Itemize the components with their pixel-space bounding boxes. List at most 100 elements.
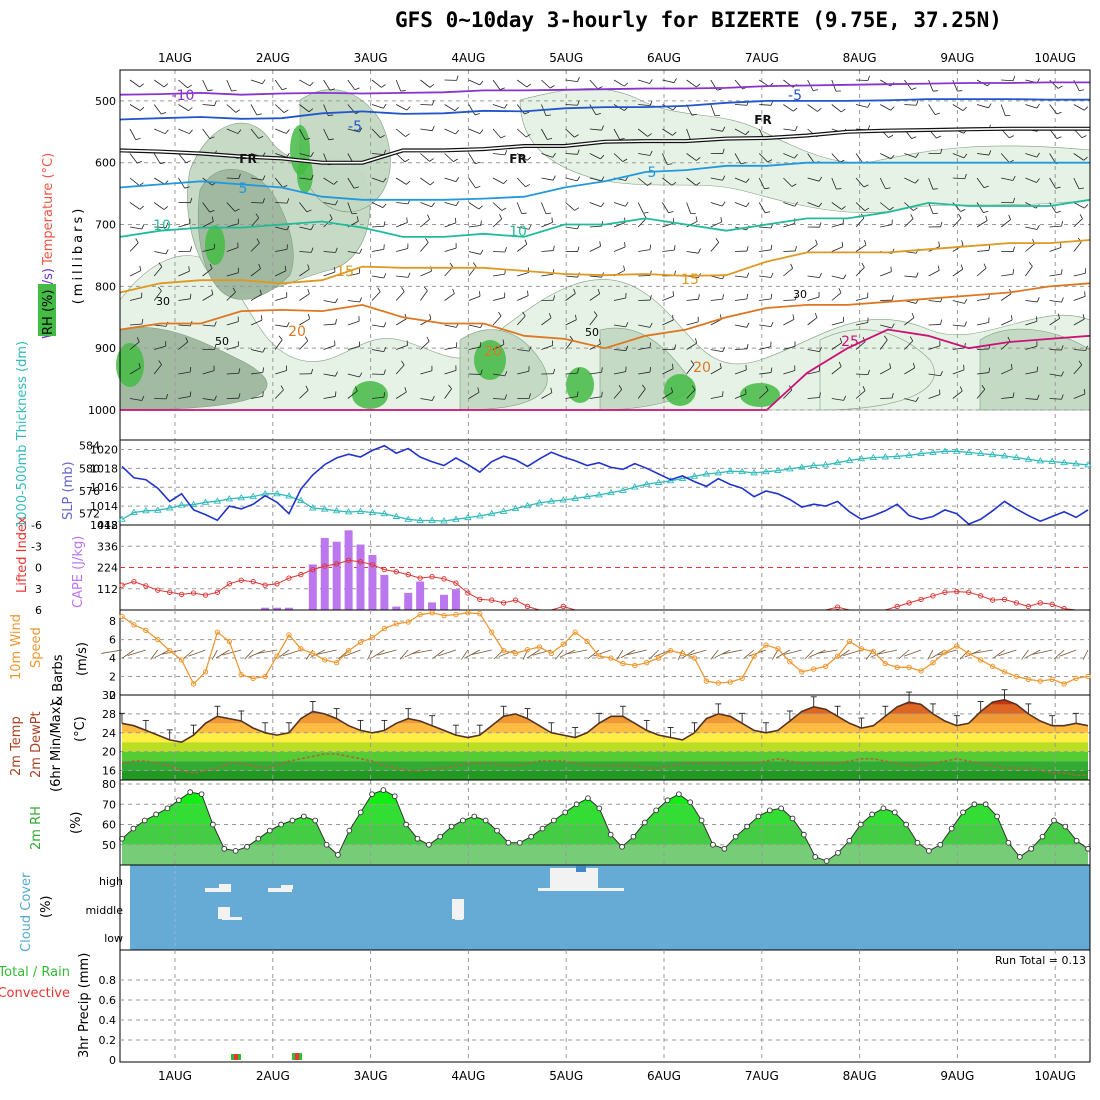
wind-barb-feather: [189, 391, 192, 397]
wind10-barb: [399, 649, 409, 660]
date-label-top: 9AUG: [940, 51, 974, 65]
wind-barb-feather: [746, 246, 749, 252]
wind-barb: [516, 79, 528, 88]
wind-barb-feather: [1012, 269, 1014, 275]
thickness-marker: [297, 496, 305, 504]
wind-barb: [565, 153, 578, 155]
wind-barb-feather: [209, 209, 215, 213]
wind-barb-feather: [1057, 85, 1063, 89]
rh-marker: [823, 858, 830, 864]
thickness-marker: [118, 515, 126, 522]
wind-barb-feather: [380, 134, 385, 139]
wind-barb-feather: [1009, 135, 1014, 139]
wind-barb: [396, 104, 407, 111]
wind-barb: [807, 349, 820, 353]
wind10-barb: [681, 649, 695, 659]
lifted-index-tick: 6: [35, 604, 42, 617]
wind-barb-feather: [383, 346, 387, 352]
thickness-marker: [1012, 453, 1021, 461]
wind-barb-feather: [160, 162, 166, 165]
wind-barb-feather: [499, 214, 503, 219]
temp-tick: 16: [102, 765, 116, 778]
wind-barb-feather: [649, 367, 651, 373]
thickness-marker: [356, 507, 365, 514]
isotherm-label: FR: [239, 152, 256, 166]
wind-barb-feather: [574, 207, 580, 211]
wind-barb-feather: [722, 126, 726, 132]
wind-barb-feather: [188, 266, 190, 272]
wind-barb: [516, 202, 523, 214]
wind-barb-feather: [909, 336, 914, 342]
lifted-index-marker: [298, 571, 304, 578]
wind-barb: [855, 297, 868, 301]
thickness-marker: [452, 515, 460, 522]
lifted-index-marker: [226, 581, 232, 587]
wind-barb-feather: [643, 213, 647, 219]
thickness-tick: 584: [79, 440, 100, 453]
isotherm-label: 10: [509, 224, 527, 240]
wind-barb: [831, 366, 842, 375]
wind-barb-feather: [962, 106, 968, 111]
wind-barb: [202, 221, 214, 228]
wind-barb: [638, 104, 651, 107]
wind-barb-feather: [1084, 204, 1089, 209]
wind-barb: [129, 367, 141, 375]
wind-barb-feather: [406, 217, 408, 223]
wind-barb-feather: [455, 129, 460, 135]
wind-barb-feather: [262, 79, 266, 84]
wind-barb-feather: [234, 208, 240, 212]
wind-barb: [1049, 177, 1057, 189]
wind10-speed-markers: [119, 610, 1091, 687]
wind10-marker: [143, 627, 149, 634]
wind-barb-feather: [770, 367, 773, 373]
thickness-marker: [702, 470, 711, 477]
rh-marker: [437, 833, 444, 840]
pressure-tick: 500: [95, 95, 116, 108]
wind-barb-feather: [1061, 394, 1064, 400]
wind-barb-feather: [1083, 388, 1086, 395]
precip-y-ticks: 0.8 0.6 0.4 0.2 0: [99, 974, 117, 1067]
wind-barb-feather: [983, 185, 989, 189]
wind-barb-feather: [259, 289, 262, 295]
wind-barb: [783, 319, 795, 326]
wind-barb-feather: [569, 335, 574, 341]
wind-barb: [734, 348, 748, 350]
wind-barb-feather: [720, 216, 723, 223]
wind-barb-feather: [1010, 364, 1013, 370]
wind-barb: [565, 104, 578, 106]
wind-barb: [178, 270, 190, 277]
wind-barb: [589, 153, 601, 160]
wind-barb: [734, 324, 747, 328]
pressure-tick: 700: [95, 219, 116, 232]
wind-barb: [807, 153, 815, 164]
wind-barb-feather: [328, 138, 334, 141]
wind-barb-feather: [400, 90, 406, 92]
lifted-index-marker: [131, 579, 137, 585]
wind-barb: [734, 369, 747, 375]
wind-barb: [1001, 368, 1013, 375]
wind-barb-feather: [304, 336, 309, 342]
wind-barb: [1049, 300, 1062, 303]
wind-barb-feather: [211, 216, 214, 222]
wind-barb: [420, 177, 431, 186]
wind-barb-feather: [137, 160, 143, 164]
thickness-marker: [499, 507, 508, 514]
wind-barb-feather: [867, 75, 870, 81]
wind-barb-feather: [889, 363, 892, 369]
wind-barb: [855, 244, 867, 252]
wind-barb: [904, 218, 914, 228]
wind-barb: [516, 104, 525, 115]
wind-barb-feather: [550, 387, 553, 393]
wind-barb-feather: [354, 87, 360, 91]
isotherm-line: [119, 198, 1091, 238]
wind10-marker: [1001, 669, 1008, 675]
wind-barb-feather: [311, 368, 314, 374]
wind-barb-feather: [647, 133, 652, 137]
wind-barb-feather: [910, 214, 914, 219]
wind-barb: [637, 202, 644, 214]
wind-barb: [880, 104, 891, 111]
wind-barb-feather: [238, 368, 241, 374]
wind-barb: [323, 300, 336, 304]
wind-barb-feather: [932, 90, 938, 92]
